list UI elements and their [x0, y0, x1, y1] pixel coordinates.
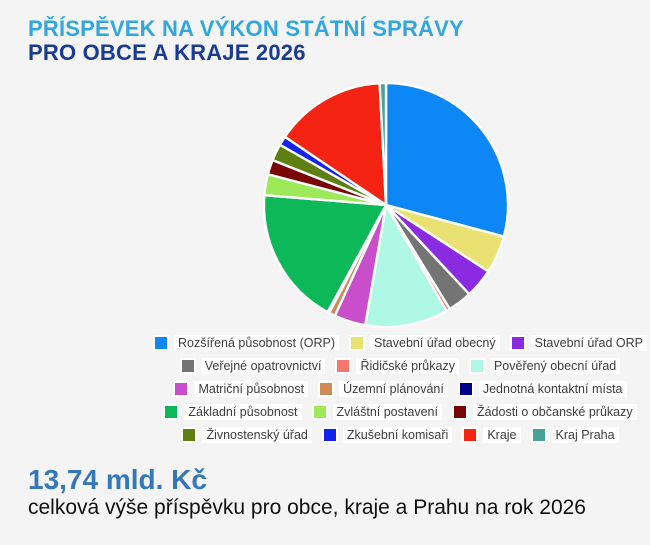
legend-label: Stavební úřad ORP [530, 334, 648, 351]
legend-item-7[interactable]: Matriční působnost [173, 380, 309, 397]
legend-swatch-icon [530, 426, 547, 443]
legend-label: Kraj Praha [551, 426, 619, 443]
legend-swatch-icon [321, 426, 338, 443]
total-value: 13,74 mld. Kč [28, 464, 207, 495]
legend-swatch-icon [348, 334, 365, 351]
legend-item-10[interactable]: Základní působnost [163, 403, 302, 420]
chart-title-line1: PŘÍSPĚVEK NA VÝKON STÁTNÍ SPRÁVY [28, 16, 464, 41]
legend-item-3[interactable]: Stavební úřad ORP [509, 334, 648, 351]
legend-label: Pověřený obecní úřad [489, 357, 621, 374]
legend-item-4[interactable]: Veřejné opatrovnictví [179, 357, 326, 374]
pie-chart-container [256, 75, 516, 335]
pie-slice-10[interactable] [262, 194, 388, 314]
legend-swatch-icon [335, 357, 352, 374]
pie-slice-16[interactable] [378, 81, 388, 207]
legend-item-14[interactable]: Zkušební komisaři [321, 426, 453, 443]
legend-label: Základní působnost [184, 403, 302, 420]
legend-swatch-icon [311, 403, 328, 420]
legend-item-16[interactable]: Kraj Praha [530, 426, 619, 443]
legend-row-5: Živnostenský úřad Zkušební komisaři Kraje K… [150, 423, 650, 446]
legend: Rozšířená působnost (ORP) Stavební úřad o… [150, 331, 650, 446]
legend-swatch-icon [179, 357, 196, 374]
legend-row-3: Matriční působnost Územní plánování Jednot… [150, 377, 650, 400]
legend-swatch-icon [173, 380, 190, 397]
legend-label: Rozšířená působnost (ORP) [173, 334, 339, 351]
legend-item-1[interactable]: Rozšířená působnost (ORP) [152, 334, 339, 351]
legend-label: Zvláštní postavení [332, 403, 442, 420]
chart-title: PŘÍSPĚVEK NA VÝKON STÁTNÍ SPRÁVY PRO OBC… [28, 17, 464, 65]
legend-label: Veřejné opatrovnictví [200, 357, 326, 374]
legend-swatch-icon [509, 334, 526, 351]
legend-label: Jednotná kontaktní místa [478, 380, 627, 397]
legend-item-9[interactable]: Jednotná kontaktní místa [457, 380, 627, 397]
legend-row-2: Veřejné opatrovnictví Řidičské průkazy Pov… [150, 354, 650, 377]
legend-label: Kraje [483, 426, 521, 443]
legend-label: Živnostenský úřad [202, 426, 312, 443]
legend-item-2[interactable]: Stavební úřad obecný [348, 334, 500, 351]
legend-row-1: Rozšířená působnost (ORP) Stavební úřad o… [150, 331, 650, 354]
legend-item-6[interactable]: Pověřený obecní úřad [468, 357, 621, 374]
legend-row-4: Základní působnost Zvláštní postavení Žádo… [150, 400, 650, 423]
legend-label: Matriční působnost [194, 380, 309, 397]
legend-item-13[interactable]: Živnostenský úřad [181, 426, 312, 443]
legend-label: Stavební úřad obecný [369, 334, 500, 351]
legend-swatch-icon [163, 403, 180, 420]
pie-slice-15[interactable] [283, 81, 388, 207]
pie-slice-1[interactable] [384, 81, 510, 238]
legend-item-15[interactable]: Kraje [462, 426, 521, 443]
legend-item-11[interactable]: Zvláštní postavení [311, 403, 442, 420]
pie-chart [262, 81, 510, 329]
pie-slice-6[interactable] [364, 203, 448, 329]
legend-label: Řidičské průkazy [356, 357, 459, 374]
legend-label: Žádosti o občanské průkazy [472, 403, 637, 420]
legend-swatch-icon [468, 357, 485, 374]
legend-item-8[interactable]: Územní plánování [318, 380, 448, 397]
legend-label: Územní plánování [339, 380, 448, 397]
legend-item-5[interactable]: Řidičské průkazy [335, 357, 459, 374]
legend-swatch-icon [451, 403, 468, 420]
legend-swatch-icon [457, 380, 474, 397]
legend-label: Zkušební komisaři [342, 426, 453, 443]
legend-swatch-icon [462, 426, 479, 443]
total-caption: celková výše příspěvku pro obce, kraje a… [28, 496, 586, 519]
legend-swatch-icon [152, 334, 169, 351]
legend-item-12[interactable]: Žádosti o občanské průkazy [451, 403, 637, 420]
legend-swatch-icon [318, 380, 335, 397]
legend-swatch-icon [181, 426, 198, 443]
chart-title-line2: PRO OBCE A KRAJE 2026 [28, 40, 306, 65]
